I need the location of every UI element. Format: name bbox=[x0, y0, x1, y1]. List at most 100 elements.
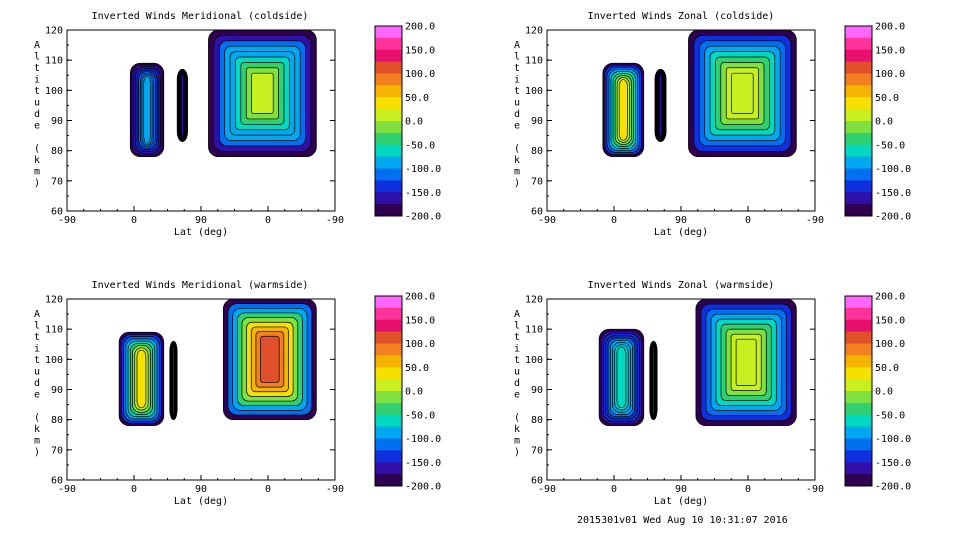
contour-region-left-patch bbox=[598, 328, 645, 427]
colorbar-swatch bbox=[845, 307, 872, 321]
colorbar-swatch bbox=[845, 109, 872, 122]
colorbar-label: 100.0 bbox=[875, 339, 905, 350]
x-tick-label: -90 bbox=[806, 484, 824, 495]
x-tick-label: -90 bbox=[326, 215, 344, 226]
contour-region-left-patch bbox=[602, 62, 645, 158]
contour-level bbox=[731, 72, 754, 114]
colorbar-swatch bbox=[375, 343, 402, 356]
colorbar-label: -100.0 bbox=[875, 164, 911, 175]
colorbar-label: -150.0 bbox=[405, 188, 441, 199]
x-tick-label: 0 bbox=[265, 215, 271, 226]
y-tick-label: 120 bbox=[45, 295, 63, 306]
contour-level bbox=[652, 343, 655, 418]
colorbar-label: 100.0 bbox=[405, 69, 435, 80]
chart-title: Inverted Winds Zonal (warmside) bbox=[588, 280, 775, 291]
colorbar-label: -50.0 bbox=[875, 410, 905, 421]
colorbar-swatch bbox=[375, 168, 402, 181]
colorbar-swatch bbox=[845, 474, 872, 487]
contour-level bbox=[618, 79, 628, 141]
contour-region-left-sliver bbox=[169, 340, 178, 421]
colorbar-label: -100.0 bbox=[875, 434, 911, 445]
contour-level bbox=[616, 346, 627, 409]
x-tick-label: -90 bbox=[538, 215, 556, 226]
colorbar-label: -50.0 bbox=[405, 410, 435, 421]
x-tick-label: 0 bbox=[131, 484, 137, 495]
colorbar-swatch bbox=[845, 402, 872, 416]
y-tick-label: 80 bbox=[531, 415, 543, 426]
colorbar: 200.0 150.0 100.0 50.0 0.0 -50.0 -100.0 -150.0 -… bbox=[374, 292, 441, 493]
colorbar-label: 0.0 bbox=[875, 117, 893, 128]
colorbar-swatch bbox=[375, 49, 402, 63]
x-tick-label: 0 bbox=[611, 215, 617, 226]
colorbar-label: -100.0 bbox=[405, 434, 441, 445]
colorbar-swatch bbox=[845, 37, 872, 51]
colorbar-swatch bbox=[375, 426, 402, 439]
colorbar-label: -150.0 bbox=[875, 188, 911, 199]
colorbar-swatch bbox=[845, 414, 872, 428]
colorbar-swatch bbox=[375, 97, 402, 110]
colorbar-frame bbox=[844, 295, 873, 487]
y-tick-label: 70 bbox=[531, 445, 543, 456]
x-tick-label: -90 bbox=[58, 215, 76, 226]
x-tick-label: 0 bbox=[611, 484, 617, 495]
colorbar-swatch bbox=[375, 85, 402, 98]
y-tick-label: 80 bbox=[51, 415, 63, 426]
x-tick-label: -90 bbox=[58, 484, 76, 495]
colorbar-swatch bbox=[845, 450, 872, 463]
colorbar-swatch bbox=[375, 367, 402, 380]
x-tick-label: -90 bbox=[538, 484, 556, 495]
contour-region-left-sliver bbox=[654, 68, 667, 142]
colorbar-swatch bbox=[375, 331, 402, 344]
colorbar-swatch bbox=[375, 192, 402, 205]
colorbar-label: -200.0 bbox=[875, 212, 911, 223]
y-tick-label: 70 bbox=[51, 445, 63, 456]
colorbar-swatch bbox=[845, 462, 872, 475]
colorbar-swatch bbox=[375, 37, 402, 51]
colorbar-swatch bbox=[845, 26, 872, 39]
y-tick-label: 90 bbox=[531, 116, 543, 127]
y-tick-label: 60 bbox=[531, 476, 543, 487]
chart-panel-4: Inverted Winds Zonal (warmside) -90 0 90 0 -9… bbox=[514, 280, 911, 507]
x-axis-label: Lat (deg) bbox=[654, 496, 708, 507]
y-tick-label: 100 bbox=[45, 86, 63, 97]
y-tick-label: 110 bbox=[45, 325, 63, 336]
x-tick-label: 0 bbox=[745, 484, 751, 495]
y-tick-label: 100 bbox=[525, 355, 543, 366]
colorbar-swatch bbox=[375, 121, 402, 134]
colorbar-label: 50.0 bbox=[405, 93, 429, 104]
colorbar-label: 200.0 bbox=[875, 22, 905, 33]
colorbar-label: -200.0 bbox=[875, 482, 911, 493]
colorbar-label: 150.0 bbox=[405, 45, 435, 56]
colorbar-swatch bbox=[375, 180, 402, 193]
colorbar-frame bbox=[374, 295, 403, 487]
y-tick-label: 60 bbox=[51, 207, 63, 218]
colorbar-swatch bbox=[845, 204, 872, 217]
colorbar-label: 150.0 bbox=[875, 315, 905, 326]
contour-region-right-band bbox=[222, 299, 317, 421]
contour-level bbox=[735, 338, 757, 386]
contour-level bbox=[659, 73, 662, 138]
colorbar-label: 50.0 bbox=[875, 363, 899, 374]
colorbar-swatch bbox=[845, 192, 872, 205]
y-tick-label: 120 bbox=[45, 26, 63, 37]
x-tick-label: 90 bbox=[675, 484, 687, 495]
contour-level bbox=[172, 343, 175, 418]
colorbar-swatch bbox=[845, 391, 872, 404]
y-tick-label: 120 bbox=[525, 295, 543, 306]
y-tick-label: 60 bbox=[51, 476, 63, 487]
contour-level bbox=[260, 335, 280, 383]
colorbar-label: -200.0 bbox=[405, 212, 441, 223]
colorbar-label: -150.0 bbox=[875, 458, 911, 469]
y-tick-label: 90 bbox=[531, 385, 543, 396]
colorbar-swatch bbox=[845, 156, 872, 169]
colorbar-swatch bbox=[375, 204, 402, 217]
colorbar-label: 200.0 bbox=[875, 292, 905, 303]
chart-title: Inverted Winds Meridional (warmside) bbox=[92, 280, 309, 291]
colorbar-swatch bbox=[845, 379, 872, 392]
colorbar-label: 100.0 bbox=[405, 339, 435, 350]
colorbar-swatch bbox=[375, 156, 402, 169]
